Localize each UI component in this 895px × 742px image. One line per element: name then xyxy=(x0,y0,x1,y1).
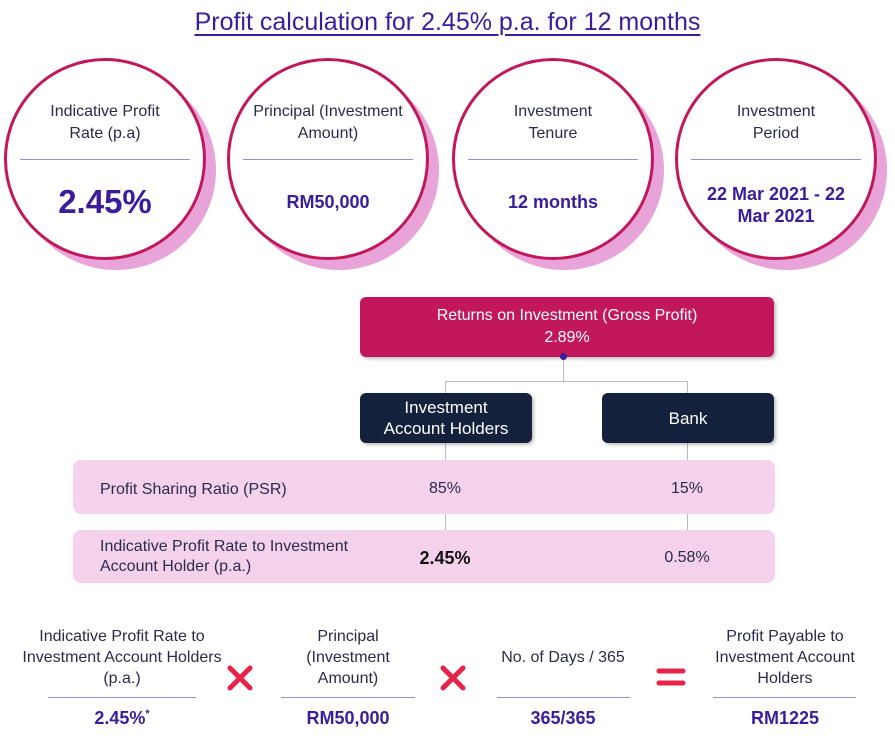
rate-row xyxy=(73,530,775,583)
circle-value: 22 Mar 2021 - 22 Mar 2021 xyxy=(706,183,846,226)
formula-payable-text: Profit Payable to Investment Account Hol… xyxy=(715,628,855,687)
connector-line xyxy=(563,357,564,381)
circle-face: Indicative Profit Rate (p.a) 2.45% xyxy=(4,58,206,260)
formula-days-value: 365/365 xyxy=(530,708,596,728)
formula-days-label: No. of Days / 365 xyxy=(501,649,625,666)
circle-divider xyxy=(691,159,861,160)
formula-payable-value: RM1225 xyxy=(750,708,820,728)
period-circle: Investment Period 22 Mar 2021 - 22 Mar 2… xyxy=(675,58,887,270)
formula-principal-label: Principal (Investment Amount) xyxy=(278,626,418,689)
footnote-marker: * xyxy=(145,708,150,720)
circle-label: Investment Period xyxy=(736,103,816,142)
formula-rate-label: Indicative Profit Rate to Investment Acc… xyxy=(22,628,222,687)
formula-principal-text: Principal (Investment Amount) xyxy=(306,628,390,687)
rate-row-label: Indicative Profit Rate to Investment Acc… xyxy=(100,538,349,575)
formula-payable-label: Profit Payable to Investment Account Hol… xyxy=(705,626,865,689)
psr-label: Profit Sharing Ratio (PSR) xyxy=(100,481,287,498)
formula-principal-value: RM50,000 xyxy=(306,708,390,728)
connector-line xyxy=(687,514,688,530)
connector-line xyxy=(687,381,688,393)
circle-face: Investment Tenure 12 months xyxy=(452,58,654,260)
gross-profit-label: Returns on Investment (Gross Profit) xyxy=(436,307,698,324)
connector-line xyxy=(445,443,446,460)
connector-line xyxy=(445,381,688,382)
holders-label: Investment Account Holders xyxy=(383,398,509,438)
tenure-circle: Investment Tenure 12 months xyxy=(452,58,664,270)
circle-divider xyxy=(243,159,413,160)
formula-rate-number: 2.45% xyxy=(94,708,146,728)
circle-divider xyxy=(468,159,638,160)
circle-value: RM50,000 xyxy=(286,191,370,212)
psr-row xyxy=(73,460,775,514)
formula-divider xyxy=(281,697,415,698)
holders-box: Investment Account Holders xyxy=(360,393,532,443)
connector-line xyxy=(445,514,446,530)
psr-holders-value: 85% xyxy=(428,480,462,497)
multiply-icon xyxy=(227,665,253,691)
connector-dot xyxy=(560,353,567,360)
circle-face: Principal (Investment Amount) RM50,000 xyxy=(227,58,429,260)
principal-circle: Principal (Investment Amount) RM50,000 xyxy=(227,58,439,270)
formula-divider xyxy=(713,697,856,698)
bank-label: Bank xyxy=(668,408,708,428)
connector-line xyxy=(687,443,688,460)
circle-value: 2.45% xyxy=(58,182,152,220)
circle-value: 12 months xyxy=(507,191,599,212)
gross-profit-value: 2.89% xyxy=(544,329,590,346)
multiply-icon xyxy=(440,665,466,691)
bank-box: Bank xyxy=(602,393,774,443)
connector-line xyxy=(445,381,446,393)
rate-bank-value: 0.58% xyxy=(664,549,710,566)
formula-rate-value: 2.45%* xyxy=(18,708,226,729)
formula-divider xyxy=(497,697,630,698)
circle-divider xyxy=(20,159,190,160)
psr-bank-value: 15% xyxy=(670,480,704,497)
circle-label: Investment Tenure xyxy=(513,103,593,142)
circle-label: Indicative Profit Rate (p.a) xyxy=(50,103,160,142)
circle-face: Investment Period 22 Mar 2021 - 22 Mar 2… xyxy=(675,58,877,260)
formula-divider xyxy=(48,697,196,698)
gross-profit-box: Returns on Investment (Gross Profit) 2.8… xyxy=(360,297,774,357)
circle-label: Principal (Investment Amount) xyxy=(253,103,403,142)
profit-rate-circle: Indicative Profit Rate (p.a) 2.45% xyxy=(4,58,216,270)
page-title: Profit calculation for 2.45% p.a. for 12… xyxy=(194,8,701,36)
rate-holders-value: 2.45% xyxy=(419,548,471,568)
equals-icon xyxy=(656,668,686,686)
